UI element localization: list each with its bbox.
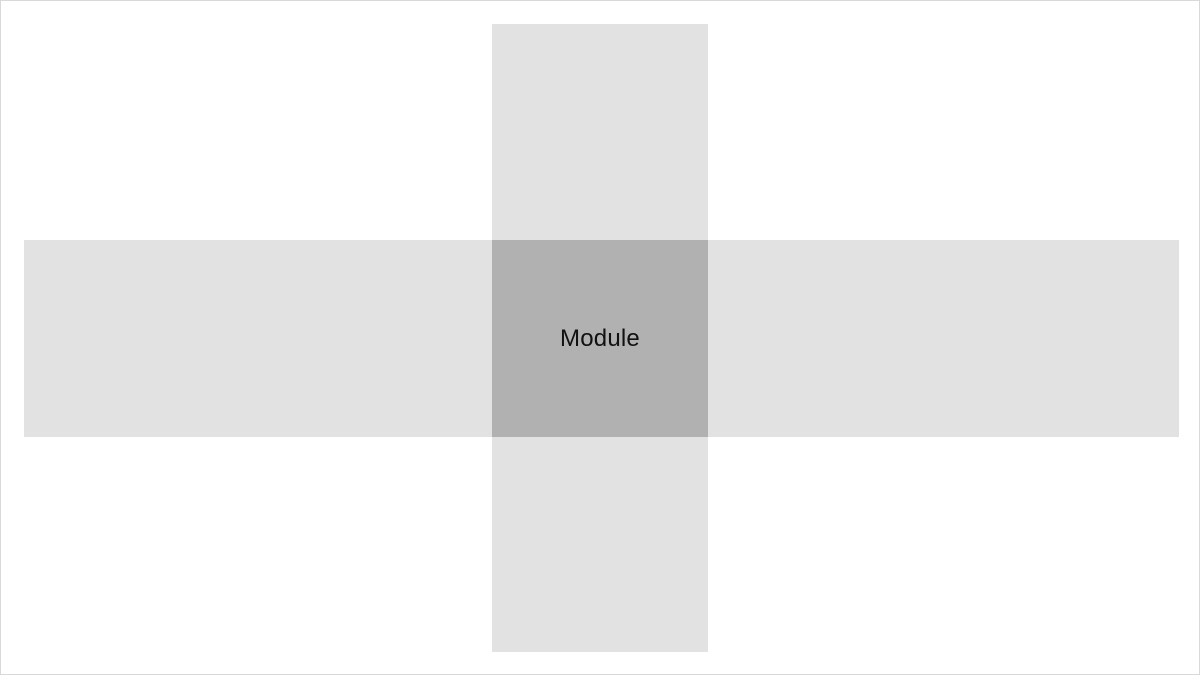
module-label: Module [560,324,640,352]
module-cell: Module [492,240,708,437]
